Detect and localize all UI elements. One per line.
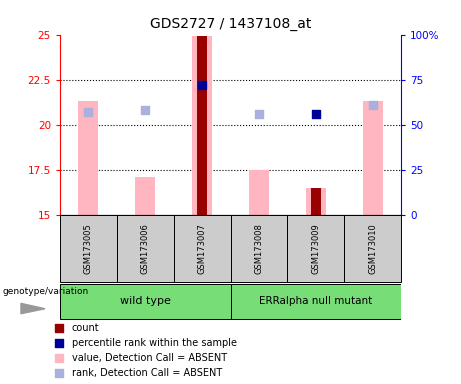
Text: rank, Detection Call = ABSENT: rank, Detection Call = ABSENT xyxy=(72,368,222,378)
Bar xyxy=(174,215,230,282)
Point xyxy=(369,102,376,108)
Text: GSM173005: GSM173005 xyxy=(84,223,93,274)
Bar xyxy=(117,215,174,282)
Point xyxy=(85,109,92,115)
Text: count: count xyxy=(72,323,100,333)
Bar xyxy=(135,177,155,215)
Text: GSM173008: GSM173008 xyxy=(254,223,263,274)
Bar xyxy=(230,284,401,319)
Bar xyxy=(192,36,212,215)
Text: wild type: wild type xyxy=(120,296,171,306)
Bar xyxy=(363,101,383,215)
Bar xyxy=(249,170,269,215)
Text: percentile rank within the sample: percentile rank within the sample xyxy=(72,338,237,348)
Bar xyxy=(60,215,117,282)
Point xyxy=(56,355,63,361)
Text: genotype/variation: genotype/variation xyxy=(2,287,89,296)
Bar xyxy=(78,101,98,215)
Point xyxy=(312,111,319,117)
Bar xyxy=(287,215,344,282)
Bar xyxy=(230,215,287,282)
Point xyxy=(198,82,206,88)
Text: GSM173009: GSM173009 xyxy=(311,223,320,274)
Point xyxy=(142,107,149,113)
Polygon shape xyxy=(21,303,45,314)
Point xyxy=(56,370,63,376)
Text: ERRalpha null mutant: ERRalpha null mutant xyxy=(259,296,372,306)
Point xyxy=(255,111,263,117)
Text: GSM173010: GSM173010 xyxy=(368,223,377,274)
Bar xyxy=(60,284,230,319)
Text: GSM173006: GSM173006 xyxy=(141,223,150,274)
Bar xyxy=(344,215,401,282)
Title: GDS2727 / 1437108_at: GDS2727 / 1437108_at xyxy=(150,17,311,31)
Point xyxy=(56,325,63,331)
Point xyxy=(56,340,63,346)
Bar xyxy=(311,188,321,215)
Text: value, Detection Call = ABSENT: value, Detection Call = ABSENT xyxy=(72,353,227,363)
Text: GSM173007: GSM173007 xyxy=(198,223,207,274)
Bar xyxy=(197,36,207,215)
Bar xyxy=(306,188,326,215)
